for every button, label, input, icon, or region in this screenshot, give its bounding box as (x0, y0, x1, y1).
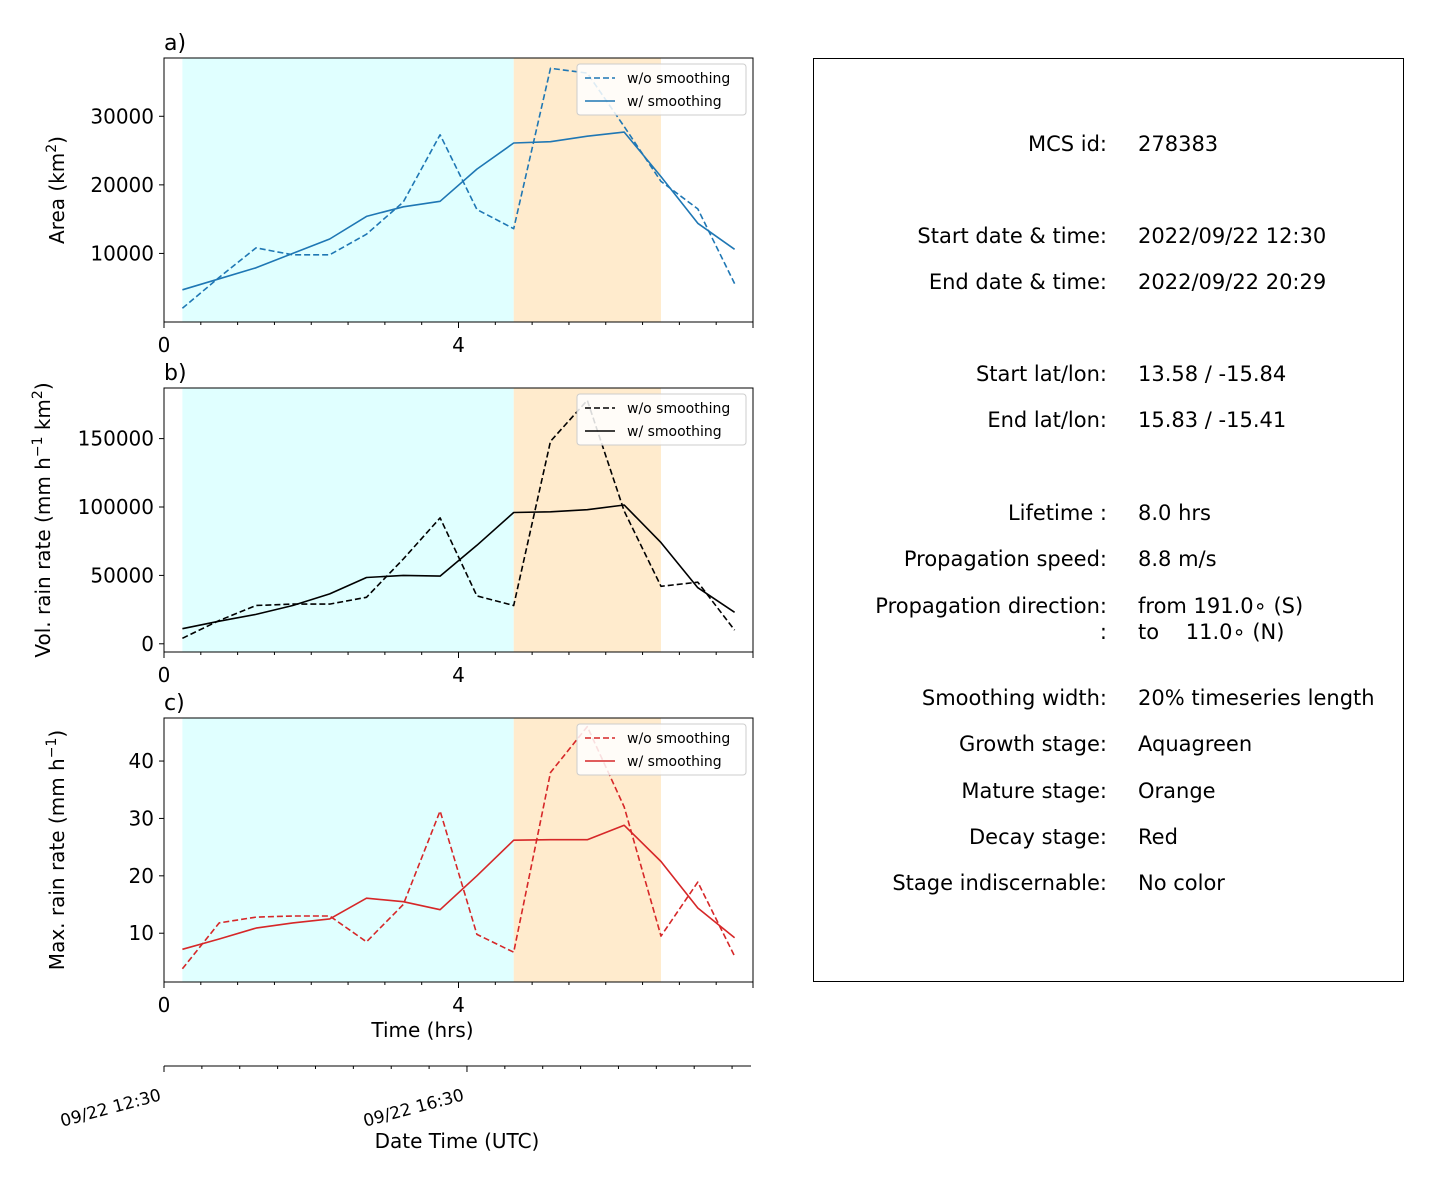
legend-entry: w/o smoothing (627, 401, 730, 417)
info-label-start-datetime: Start date & time: (917, 224, 1107, 248)
legend-entry: w/o smoothing (627, 731, 730, 747)
info-label-decay-stage: Decay stage: (969, 825, 1107, 849)
info-label-mcs-id: MCS id: (1027, 132, 1107, 156)
legend-box (576, 723, 747, 776)
growth-stage-band (182, 718, 514, 982)
panel-label: c) (164, 691, 185, 716)
panel-3: 10 20 30 40 0 4 c) Max. rain rate (mm h−1) w/o s… (44, 691, 754, 1042)
smoothed-series-line (182, 824, 736, 951)
info-label-propagation-direction: Propagation direction: (875, 594, 1107, 618)
datetime-tick-label: 09/22 12:30 (58, 1086, 163, 1132)
info-label-end-latlon: End lat/lon: (987, 408, 1107, 432)
info-value-propagation-direction-from: from 191.0∘ (S) (1138, 594, 1304, 618)
datetime-tick-label: 09/22 16:30 (361, 1086, 466, 1132)
info-label-stage-indiscernable: Stage indiscernable: (892, 871, 1107, 895)
info-value-propagation-speed: 8.8 m/s (1138, 547, 1217, 571)
legend-entry: w/ smoothing (627, 754, 722, 770)
x-tick-label: 4 (452, 333, 465, 357)
y-tick-label: 20000 (90, 173, 154, 197)
info-value-start-latlon: 13.58 / -15.84 (1138, 362, 1287, 386)
legend-entry: w/ smoothing (627, 424, 722, 440)
y-tick-label: 10000 (90, 241, 154, 265)
info-label-end-datetime: End date & time: (928, 270, 1107, 294)
x-axis-label: Time (hrs) (370, 1018, 473, 1042)
info-label-growth-stage: Growth stage: (958, 732, 1107, 756)
info-value-mature-stage: Orange (1138, 779, 1216, 803)
growth-stage-band (182, 388, 514, 652)
info-label-propagation-direction-colon: : (1099, 620, 1107, 644)
y-tick-label: 0 (141, 632, 154, 656)
y-tick-label: 30 (129, 806, 154, 830)
legend: w/o smoothing w/ smoothing (576, 63, 747, 116)
y-axis-label: Area (km2) (44, 136, 69, 244)
panel-label: a) (164, 31, 186, 56)
panel-2: 0 50000 100000 150000 0 4 b) Vol. rain rate (mm… (30, 361, 754, 687)
info-value-start-datetime: 2022/09/22 12:30 (1138, 224, 1327, 248)
x-tick-label: 0 (158, 333, 171, 357)
y-tick-label: 50000 (90, 563, 154, 587)
info-value-mcs-id: 278383 (1138, 132, 1219, 156)
y-tick-label: 10 (129, 921, 154, 945)
datetime-axis-label: Date Time (UTC) (375, 1129, 540, 1153)
info-value-smoothing-width: 20% timeseries length (1138, 686, 1375, 710)
info-label-start-latlon: Start lat/lon: (975, 362, 1107, 386)
info-value-stage-indiscernable: No color (1138, 871, 1225, 895)
legend-entry: w/ smoothing (627, 94, 722, 110)
y-tick-label: 150000 (78, 427, 154, 451)
y-axis-label: Vol. rain rate (mm h−1 km2) (30, 382, 55, 657)
info-value-end-latlon: 15.83 / -15.41 (1138, 408, 1287, 432)
y-tick-label: 40 (129, 749, 154, 773)
panel-label: b) (164, 361, 187, 386)
legend: w/o smoothing w/ smoothing (576, 723, 747, 776)
raw-series-line (181, 725, 736, 970)
y-axis-label: Max. rain rate (mm h−1) (44, 730, 69, 970)
info-value-growth-stage: Aquagreen (1138, 732, 1253, 756)
smoothed-series-line (182, 131, 736, 291)
x-tick-label: 0 (158, 993, 171, 1017)
mcs-info-box: MCS id: 278383 Start date & time: 2022/0… (813, 58, 1404, 982)
x-tick-label: 0 (158, 663, 171, 687)
info-value-end-datetime: 2022/09/22 20:29 (1138, 270, 1327, 294)
legend: w/o smoothing w/ smoothing (576, 393, 747, 446)
info-label-mature-stage: Mature stage: (961, 779, 1107, 803)
smoothed-series-line (182, 504, 736, 630)
x-tick-label: 4 (452, 993, 465, 1017)
info-label-lifetime: Lifetime : (1007, 501, 1107, 525)
panel-1: 10000 20000 30000 0 4 a) Area (km2) w/o smoothi… (44, 31, 754, 357)
raw-series-line (182, 399, 736, 640)
x-tick-label: 4 (452, 663, 465, 687)
info-value-decay-stage: Red (1138, 825, 1178, 849)
info-value-propagation-direction-to: to 11.0∘ (N) (1138, 620, 1285, 644)
info-label-smoothing-width: Smoothing width: (921, 686, 1107, 710)
info-label-propagation-speed: Propagation speed: (903, 547, 1107, 571)
legend-entry: w/o smoothing (627, 71, 730, 87)
growth-stage-band (182, 58, 514, 322)
y-tick-label: 100000 (78, 495, 154, 519)
info-value-lifetime: 8.0 hrs (1138, 501, 1211, 525)
legend-box (576, 393, 747, 446)
y-tick-label: 30000 (90, 104, 154, 128)
legend-box (576, 63, 747, 116)
y-tick-label: 20 (129, 864, 154, 888)
